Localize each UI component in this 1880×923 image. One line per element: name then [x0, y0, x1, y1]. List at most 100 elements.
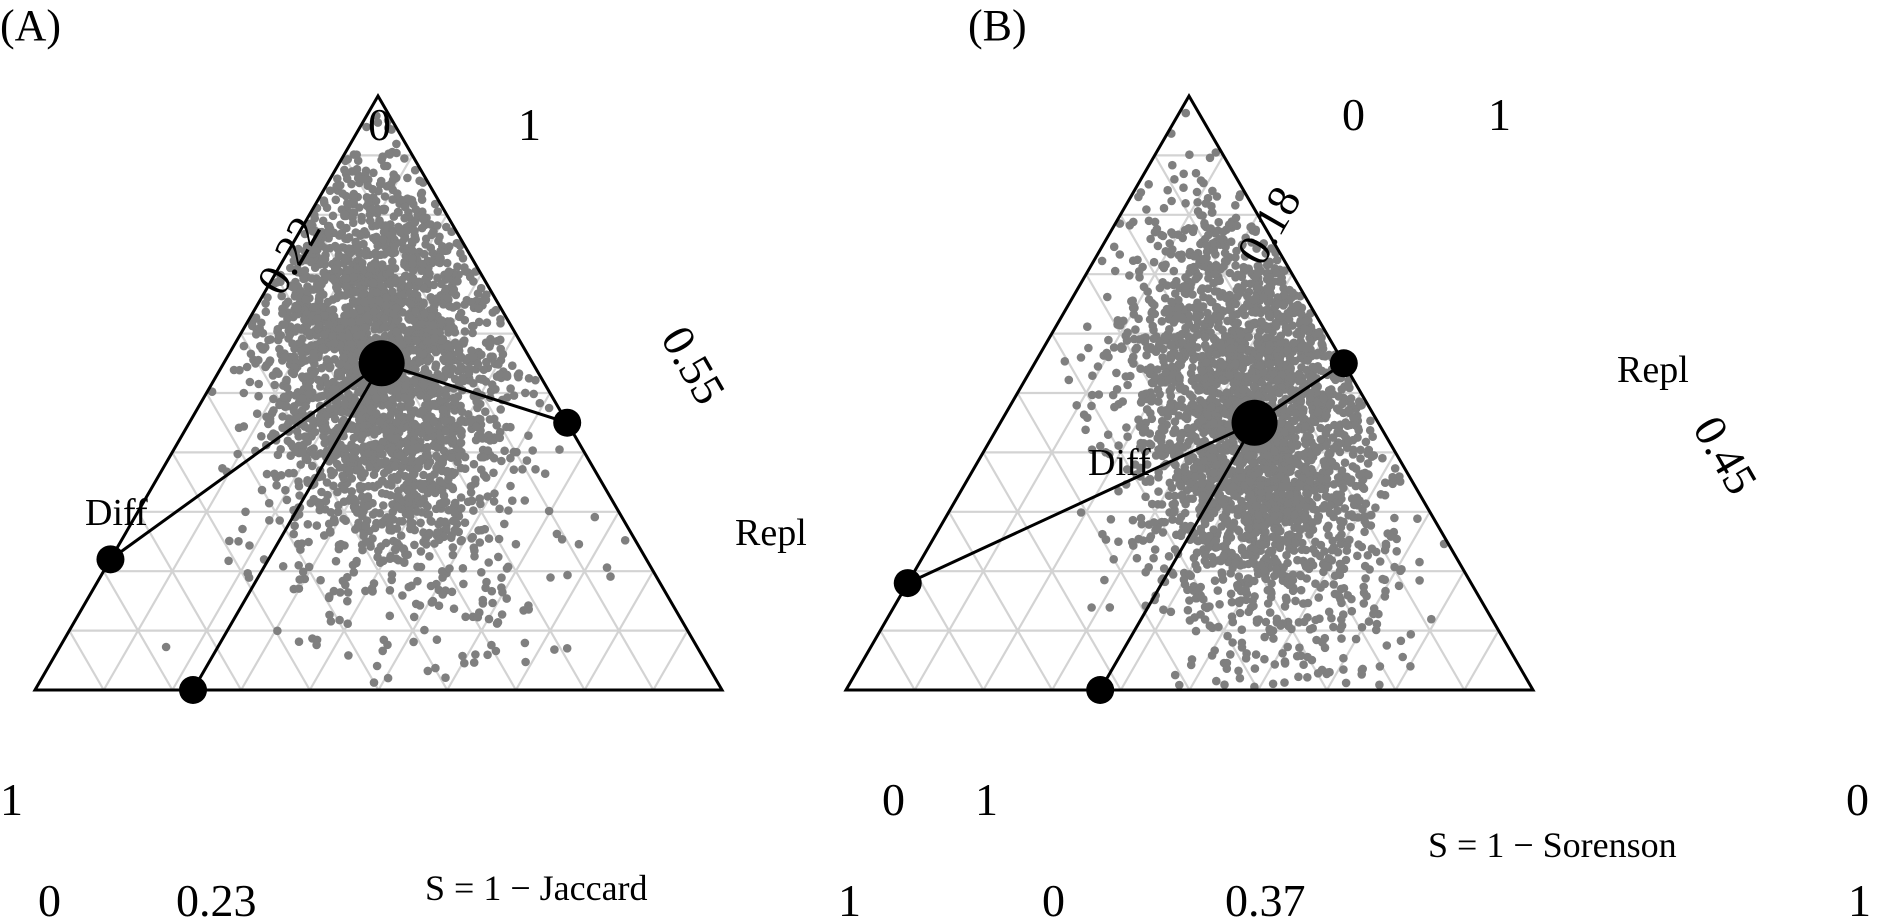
data-point	[563, 570, 572, 580]
data-point	[363, 181, 373, 190]
data-point	[485, 340, 495, 349]
data-point	[460, 518, 470, 527]
grid-line	[947, 511, 1054, 691]
data-point	[381, 301, 391, 310]
data-point	[1344, 380, 1353, 390]
data-point	[304, 327, 313, 337]
data-point	[606, 572, 615, 581]
data-point	[1076, 353, 1086, 362]
data-point	[441, 427, 451, 436]
data-point	[1225, 268, 1235, 278]
data-point	[1212, 676, 1221, 686]
data-point	[395, 517, 404, 526]
data-point	[290, 362, 299, 372]
data-point	[380, 192, 390, 201]
data-point	[456, 308, 466, 318]
data-point	[385, 586, 395, 595]
data-point	[1083, 413, 1092, 423]
data-point	[426, 581, 436, 591]
data-point	[161, 642, 171, 652]
data-point	[475, 494, 485, 503]
data-point	[403, 550, 413, 559]
data-point	[233, 449, 242, 459]
data-point	[476, 415, 485, 424]
data-point	[346, 423, 356, 433]
data-point	[309, 370, 318, 379]
data-point	[497, 610, 507, 619]
data-point	[349, 218, 358, 228]
data-point	[324, 226, 334, 235]
data-point	[450, 498, 460, 508]
grid-line	[514, 511, 620, 691]
data-point	[318, 343, 327, 353]
data-point	[1231, 261, 1240, 270]
data-point	[262, 360, 272, 370]
data-point	[437, 336, 446, 345]
data-point	[1170, 175, 1179, 184]
data-point	[487, 640, 496, 650]
data-point	[425, 269, 434, 278]
data-point	[298, 394, 307, 403]
data-point	[453, 277, 462, 286]
data-point	[509, 391, 519, 400]
data-point	[423, 461, 432, 471]
data-point	[342, 310, 352, 319]
data-point	[329, 481, 338, 491]
data-point	[574, 539, 584, 549]
data-point	[255, 324, 264, 333]
data-point	[425, 552, 434, 561]
data-point	[1134, 267, 1144, 276]
data-point	[1364, 617, 1374, 626]
data-point	[441, 365, 451, 375]
data-point	[1251, 650, 1261, 659]
data-point	[424, 530, 434, 540]
data-point	[498, 587, 507, 597]
mean-marker-repl	[553, 408, 582, 437]
data-point	[1335, 570, 1345, 580]
data-point	[429, 417, 439, 427]
data-point	[1226, 589, 1236, 599]
data-point	[329, 377, 338, 387]
data-point	[1235, 608, 1245, 618]
data-point	[410, 540, 419, 550]
data-point	[1112, 385, 1122, 394]
data-point	[293, 323, 302, 332]
data-point	[471, 475, 480, 485]
data-point	[379, 468, 389, 478]
data-point	[1164, 305, 1173, 314]
data-point	[400, 558, 409, 567]
data-point	[312, 521, 322, 530]
data-point	[292, 427, 302, 436]
panel-label-a: (A)	[0, 1, 61, 50]
data-point	[464, 369, 474, 378]
data-point	[370, 523, 380, 533]
data-point	[401, 381, 411, 390]
data-point	[426, 243, 436, 253]
data-point	[1115, 250, 1125, 259]
data-point	[330, 517, 339, 527]
data-point	[361, 521, 371, 531]
data-point	[371, 425, 380, 434]
data-point	[275, 400, 284, 410]
data-point	[317, 280, 326, 289]
data-point	[1240, 252, 1250, 261]
data-point	[451, 338, 460, 348]
data-point	[309, 450, 319, 459]
data-point	[373, 118, 383, 127]
data-point	[431, 381, 440, 391]
data-point	[394, 486, 403, 496]
data-point	[1235, 673, 1245, 683]
data-point	[1142, 205, 1151, 214]
data-point	[1329, 622, 1338, 632]
data-point	[1415, 557, 1424, 567]
data-point	[1094, 390, 1104, 399]
data-point	[458, 651, 467, 661]
data-point	[322, 355, 332, 364]
data-point	[304, 390, 313, 399]
data-point	[380, 331, 390, 341]
data-point	[270, 278, 280, 288]
data-point	[535, 398, 545, 408]
data-point	[448, 303, 458, 312]
data-point	[1324, 607, 1334, 617]
data-point	[317, 363, 326, 373]
